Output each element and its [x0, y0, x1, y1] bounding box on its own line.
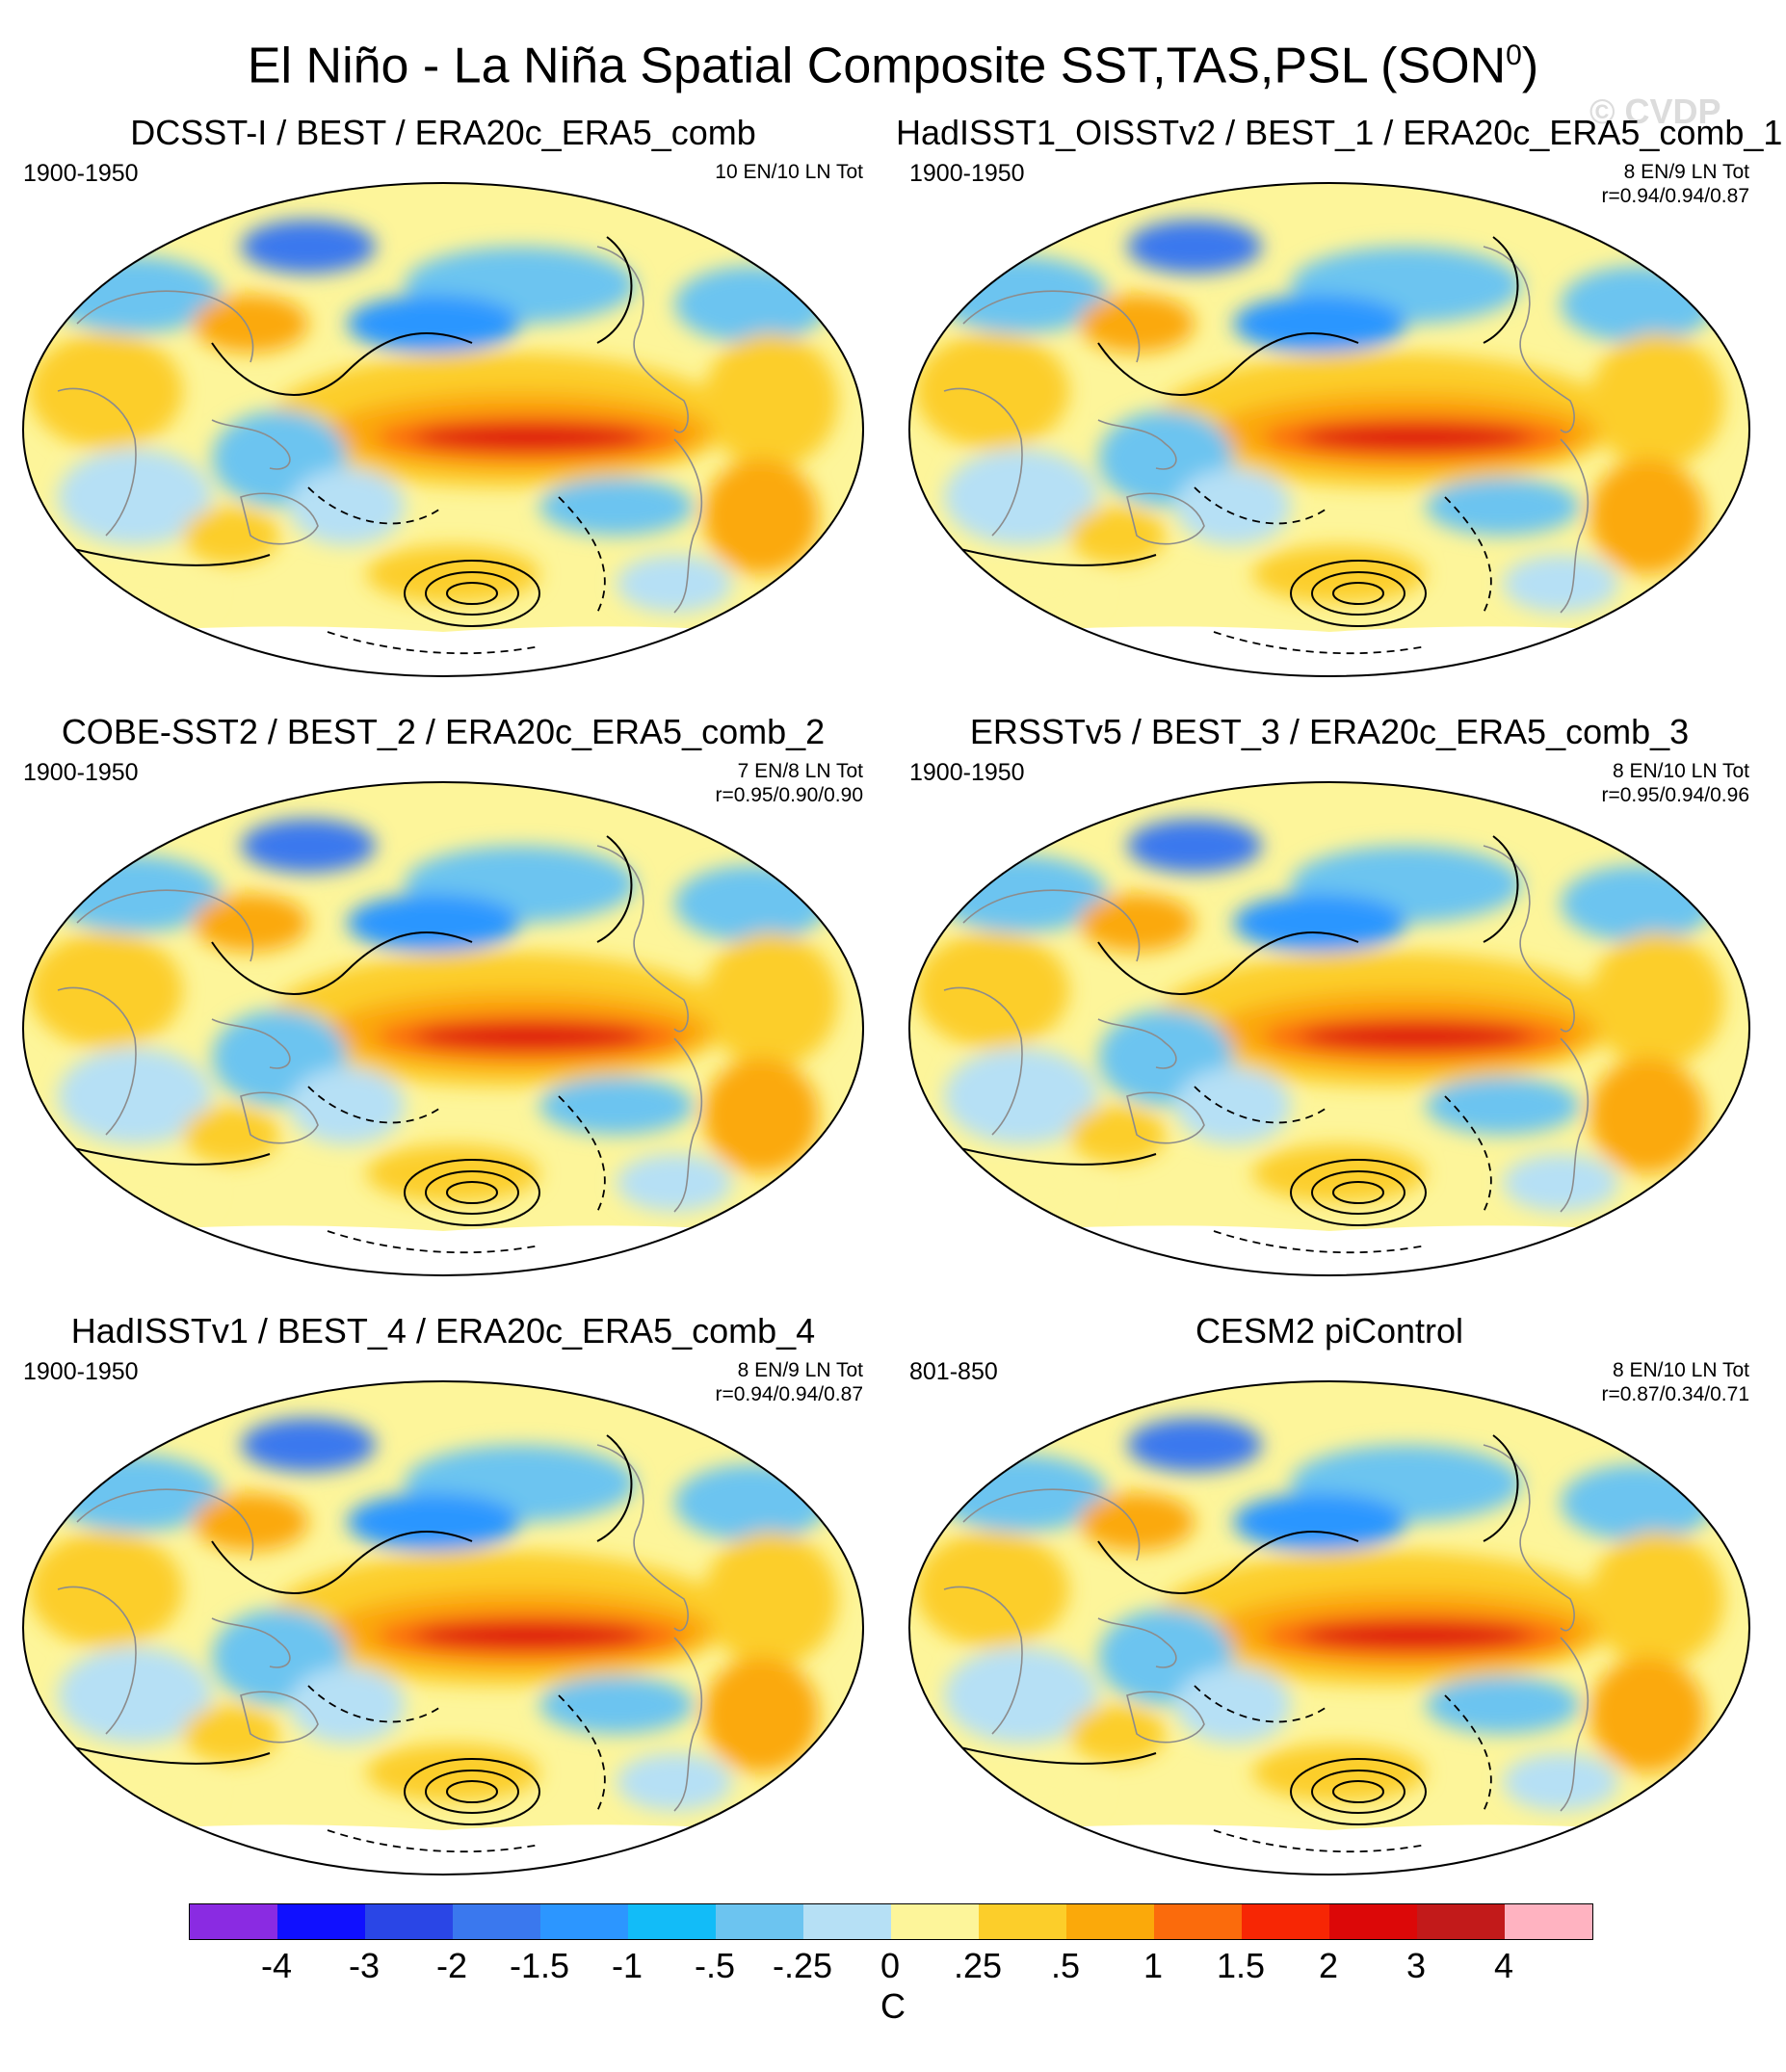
colorbar-unit: C	[880, 1986, 906, 2026]
panel-title: DCSST-I / BEST / ERA20c_ERA5_comb	[130, 113, 756, 152]
colorbar-swatch	[716, 1904, 803, 1939]
colorbar-swatch	[891, 1904, 979, 1939]
panel-3: COBE-SST2 / BEST_2 / ERA20c_ERA5_comb_2 …	[10, 713, 877, 1281]
colorbar-tick-label: -.25	[772, 1946, 833, 1985]
event-count: 8 EN/10 LN Tot	[1612, 1359, 1749, 1381]
colorbar-tick-label: -3	[348, 1946, 381, 1985]
composite-map	[906, 179, 1753, 680]
panel-title: HadISST1_OISSTv2 / BEST_1 / ERA20c_ERA5_…	[896, 113, 1783, 152]
colorbar-swatch	[803, 1904, 891, 1939]
composite-map	[906, 1377, 1753, 1878]
figure-title: El Niño - La Niña Spatial Composite SST,…	[0, 27, 1786, 94]
colorbar-tick-label: .25	[953, 1946, 1003, 1985]
count-label: 8 EN/9 LN Tot r=0.94/0.94/0.87	[715, 1358, 863, 1406]
colorbar-tick-label: -2	[435, 1946, 468, 1985]
colorbar-swatch	[1242, 1904, 1329, 1939]
colorbar-swatch	[453, 1904, 540, 1939]
colorbar-tick-label: 4	[1493, 1946, 1514, 1985]
pattern-correlation: r=0.95/0.90/0.90	[715, 784, 863, 806]
period-label: 801-850	[909, 1358, 998, 1385]
period-label: 1900-1950	[23, 759, 139, 786]
colorbar-swatch	[1329, 1904, 1417, 1939]
colorbar-tick-label: -.5	[694, 1946, 736, 1985]
period-label: 1900-1950	[909, 759, 1025, 786]
colorbar-swatch	[365, 1904, 453, 1939]
colorbar-tick-label: 2	[1318, 1946, 1339, 1985]
event-count: 8 EN/10 LN Tot	[1612, 760, 1749, 782]
panel-2: HadISST1_OISSTv2 / BEST_1 / ERA20c_ERA5_…	[896, 113, 1783, 682]
pattern-correlation: r=0.94/0.94/0.87	[1601, 185, 1749, 207]
count-label: 7 EN/8 LN Tot r=0.95/0.90/0.90	[715, 759, 863, 807]
colorbar-swatch	[1417, 1904, 1505, 1939]
count-label: 10 EN/10 LN Tot	[715, 160, 863, 184]
event-count: 7 EN/8 LN Tot	[737, 760, 863, 782]
colorbar-swatch	[1066, 1904, 1154, 1939]
panel-title: HadISSTv1 / BEST_4 / ERA20c_ERA5_comb_4	[70, 1311, 816, 1351]
colorbar-tick-label: 0	[880, 1946, 901, 1985]
colorbar-tick-label: .5	[1050, 1946, 1081, 1985]
colorbar-swatch	[979, 1904, 1066, 1939]
panel-4: ERSSTv5 / BEST_3 / ERA20c_ERA5_comb_3 19…	[896, 713, 1763, 1281]
count-label: 8 EN/9 LN Tot r=0.94/0.94/0.87	[1601, 160, 1749, 208]
colorbar-swatch	[277, 1904, 365, 1939]
pattern-correlation: r=0.95/0.94/0.96	[1601, 784, 1749, 806]
colorbar-tick-label: -1	[611, 1946, 643, 1985]
colorbar-tick-label: 1	[1143, 1946, 1164, 1985]
panel-5: HadISSTv1 / BEST_4 / ERA20c_ERA5_comb_4 …	[10, 1312, 877, 1880]
colorbar-tick-label: 1.5	[1216, 1946, 1266, 1985]
colorbar-tick-label: 3	[1405, 1946, 1427, 1985]
count-label: 8 EN/10 LN Tot r=0.95/0.94/0.96	[1601, 759, 1749, 807]
period-label: 1900-1950	[23, 160, 139, 187]
colorbar-swatch	[1505, 1904, 1592, 1939]
figure-title-text: El Niño - La Niña Spatial Composite SST,…	[247, 38, 1507, 94]
panel-6: CESM2 piControl 801-850 8 EN/10 LN Tot r=…	[896, 1312, 1763, 1880]
event-count: 8 EN/9 LN Tot	[737, 1359, 863, 1381]
panel-title: ERSSTv5 / BEST_3 / ERA20c_ERA5_comb_3	[969, 712, 1690, 751]
period-label: 1900-1950	[23, 1358, 139, 1385]
event-count: 10 EN/10 LN Tot	[715, 161, 863, 183]
composite-map	[19, 778, 867, 1279]
colorbar-tick-label: -1.5	[509, 1946, 570, 1985]
count-label: 8 EN/10 LN Tot r=0.87/0.34/0.71	[1601, 1358, 1749, 1406]
composite-map	[906, 778, 1753, 1279]
panel-1: DCSST-I / BEST / ERA20c_ERA5_comb 1900-1…	[10, 114, 877, 682]
colorbar-tick-label: -4	[260, 1946, 293, 1985]
panel-title: CESM2 piControl	[1195, 1311, 1464, 1351]
period-label: 1900-1950	[909, 160, 1025, 187]
colorbar-swatch	[190, 1904, 277, 1939]
composite-map	[19, 179, 867, 680]
pattern-correlation: r=0.87/0.34/0.71	[1601, 1383, 1749, 1405]
colorbar-swatch	[628, 1904, 716, 1939]
cvdp-watermark: © CVDP	[1589, 92, 1721, 131]
colorbar	[189, 1903, 1593, 1940]
figure-title-close: )	[1521, 38, 1539, 94]
colorbar-swatch	[540, 1904, 628, 1939]
colorbar-labels: -4 -3 -2 -1.5 -1 -.5 -.25 0 .25 .5 1 1.5 2 3 4	[189, 1946, 1591, 1985]
composite-map	[19, 1377, 867, 1878]
event-count: 8 EN/9 LN Tot	[1623, 161, 1749, 183]
colorbar-swatch	[1154, 1904, 1242, 1939]
panel-title: COBE-SST2 / BEST_2 / ERA20c_ERA5_comb_2	[61, 712, 826, 751]
pattern-correlation: r=0.94/0.94/0.87	[715, 1383, 863, 1405]
figure-title-superscript: 0	[1506, 39, 1522, 71]
